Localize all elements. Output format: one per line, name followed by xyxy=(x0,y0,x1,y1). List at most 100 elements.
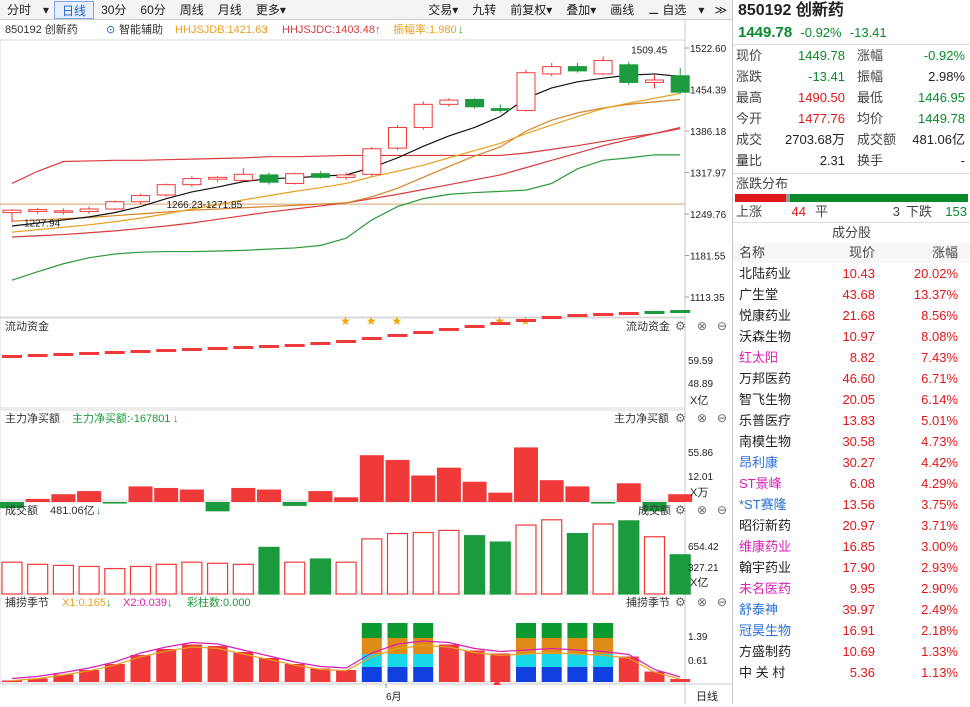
constituent-row[interactable]: 舒泰神 39.97 2.49% xyxy=(733,599,970,620)
panel-control-icon[interactable]: ⚙ xyxy=(675,319,686,333)
season-tick-1: 1.39 xyxy=(688,632,708,643)
more-menu[interactable]: 更多▾ xyxy=(255,2,286,17)
adjust-menu[interactable]: 前复权▾ xyxy=(510,2,553,17)
panel-control-icon[interactable]: ⊖ xyxy=(717,503,727,517)
flow-bar xyxy=(361,337,382,340)
season-bar xyxy=(259,658,279,682)
constituent-price: 10.43 xyxy=(842,266,875,281)
ind-amplitude-arrow: ↓ xyxy=(458,24,464,36)
tab-daily[interactable]: 日线 xyxy=(54,0,95,19)
tab-monthly[interactable]: 月线 xyxy=(217,2,242,17)
net-title: 主力净买额 xyxy=(5,411,60,425)
constituent-row[interactable]: 红太阳 8.82 7.43% xyxy=(733,347,970,368)
flow-bars xyxy=(2,310,691,358)
constituent-row[interactable]: 昂利康 30.27 4.42% xyxy=(733,452,970,473)
net-bar xyxy=(257,489,281,502)
chevron-down-icon[interactable]: ▾ xyxy=(43,2,50,17)
net-bar xyxy=(77,491,102,502)
constituent-change: 20.02% xyxy=(913,266,958,281)
collapse-panel-icon[interactable]: ≫ xyxy=(714,2,727,17)
flow-bar xyxy=(567,314,588,317)
net-bar xyxy=(51,494,76,502)
constituent-change: 8.56% xyxy=(921,308,958,323)
constituent-row[interactable]: 南模生物 30.58 4.73% xyxy=(733,431,970,452)
panel-control-icon[interactable]: ⊗ xyxy=(697,503,707,517)
flow-bar xyxy=(387,334,408,337)
watchlist-dropdown-icon[interactable]: ▾ xyxy=(698,2,705,17)
panel-control-icon[interactable]: ⚙ xyxy=(675,411,686,425)
net-bar xyxy=(205,502,230,512)
season-stack-segment xyxy=(413,623,434,638)
panel-control-icon[interactable]: ⚙ xyxy=(675,595,686,609)
constituent-row[interactable]: 昭衍新药 20.97 3.71% xyxy=(733,515,970,536)
assist-chevron-icon[interactable]: ⊙ xyxy=(106,24,115,36)
constituent-row[interactable]: 冠昊生物 16.91 2.18% xyxy=(733,620,970,641)
main-y-tick: 1249.76 xyxy=(690,210,727,221)
constituent-change: 8.08% xyxy=(921,329,958,344)
smart-assist-label[interactable]: 智能辅助 xyxy=(119,22,163,36)
constituent-row[interactable]: 维康药业 16.85 3.00% xyxy=(733,536,970,557)
ind-amplitude: 振幅率:1.980 xyxy=(393,22,457,36)
tab-60min[interactable]: 60分 xyxy=(140,2,166,17)
watchlist-button[interactable]: ⚊ 自选 xyxy=(648,2,687,17)
tab-weekly[interactable]: 周线 xyxy=(179,2,204,17)
constituent-row[interactable]: 中 关 村 5.36 1.13% xyxy=(733,662,970,683)
panel-control-icon[interactable]: ⊗ xyxy=(697,319,707,333)
panel-control-icon[interactable]: ⊗ xyxy=(697,411,707,425)
panel-control-icon[interactable]: ⊖ xyxy=(717,595,727,609)
constituent-change: 13.37% xyxy=(913,287,958,302)
tab-intraday[interactable]: 分时 xyxy=(7,2,32,17)
season-bar xyxy=(79,670,100,682)
col-name[interactable]: 名称 xyxy=(739,245,766,260)
trade-menu[interactable]: 交易▾ xyxy=(428,2,459,17)
constituent-name: 南模生物 xyxy=(739,434,792,449)
constituent-row[interactable]: ST景峰 6.08 4.29% xyxy=(733,473,970,494)
nine-turn-button[interactable]: 九转 xyxy=(472,2,497,17)
constituent-price: 46.60 xyxy=(842,371,875,386)
constituent-row[interactable]: *ST赛隆 13.56 3.75% xyxy=(733,494,970,515)
col-change[interactable]: 涨幅 xyxy=(931,245,958,260)
constituent-row[interactable]: 翰宇药业 17.90 2.93% xyxy=(733,557,970,578)
season-stack-segment xyxy=(567,667,588,682)
constituent-price: 30.27 xyxy=(842,455,875,470)
flow-bar xyxy=(207,347,228,350)
overlay-menu[interactable]: 叠加▾ xyxy=(566,2,597,17)
quote-value: 481.06亿 xyxy=(912,132,965,147)
constituent-row[interactable]: 悦康药业 21.68 8.56% xyxy=(733,305,970,326)
volume-bar xyxy=(309,558,331,595)
constituent-price: 9.95 xyxy=(849,581,875,596)
panel-control-icon[interactable]: ⊗ xyxy=(697,595,707,609)
quote-value: 1449.78 xyxy=(798,48,845,63)
panel-control-icon[interactable]: ⚙ xyxy=(675,503,686,517)
star-icon: ★ xyxy=(366,314,377,328)
kline-chart[interactable]: 850192 创新药 ⊙ 智能辅助 HHJSJDB:1421.63 ↑ HHJS… xyxy=(0,20,732,704)
tab-30min[interactable]: 30分 xyxy=(101,2,127,17)
quote-label: 量比 xyxy=(736,153,763,168)
panel-control-icon[interactable]: ⊖ xyxy=(717,319,727,333)
flow-bar xyxy=(27,354,48,357)
season-stack-segment xyxy=(593,623,614,638)
band-lower-line xyxy=(11,154,681,281)
chart-area[interactable]: 850192 创新药 ⊙ 智能辅助 HHJSJDB:1421.63 ↑ HHJS… xyxy=(0,20,732,704)
net-bar xyxy=(668,494,693,502)
draw-button[interactable]: 画线 xyxy=(610,2,635,17)
candle-body xyxy=(490,108,510,111)
main-y-tick: 1522.60 xyxy=(690,44,727,55)
season-bar xyxy=(618,656,639,682)
constituent-row[interactable]: 智飞生物 20.05 6.14% xyxy=(733,389,970,410)
constituent-row[interactable]: 未名医药 9.95 2.90% xyxy=(733,578,970,599)
constituent-row[interactable]: 万邦医药 46.60 6.71% xyxy=(733,368,970,389)
col-price[interactable]: 现价 xyxy=(848,245,875,260)
constituent-row[interactable]: 方盛制药 10.69 1.33% xyxy=(733,641,970,662)
constituent-row[interactable]: 沃森生物 10.97 8.08% xyxy=(733,326,970,347)
constituent-price: 17.90 xyxy=(842,560,875,575)
constituent-row[interactable]: 乐普医疗 13.83 5.01% xyxy=(733,410,970,431)
quote-row: 成交量 2703.68万 成交额 481.06亿 xyxy=(733,129,970,168)
constituent-name: 维康药业 xyxy=(739,539,792,554)
panel-control-icon[interactable]: ⊖ xyxy=(717,411,727,425)
constituent-change: 3.71% xyxy=(921,518,958,533)
constituent-row[interactable]: 广生堂 43.68 13.37% xyxy=(733,284,970,305)
flow-bar xyxy=(233,346,254,349)
constituent-row[interactable]: 北陆药业 10.43 20.02% xyxy=(733,263,970,284)
panel-settings-icons[interactable]: ⚙ ⊗ ⊖ ⚙ ⊗ ⊖ ⚙ ⊗ ⊖ ⚙ ⊗ ⊖ xyxy=(675,319,727,609)
